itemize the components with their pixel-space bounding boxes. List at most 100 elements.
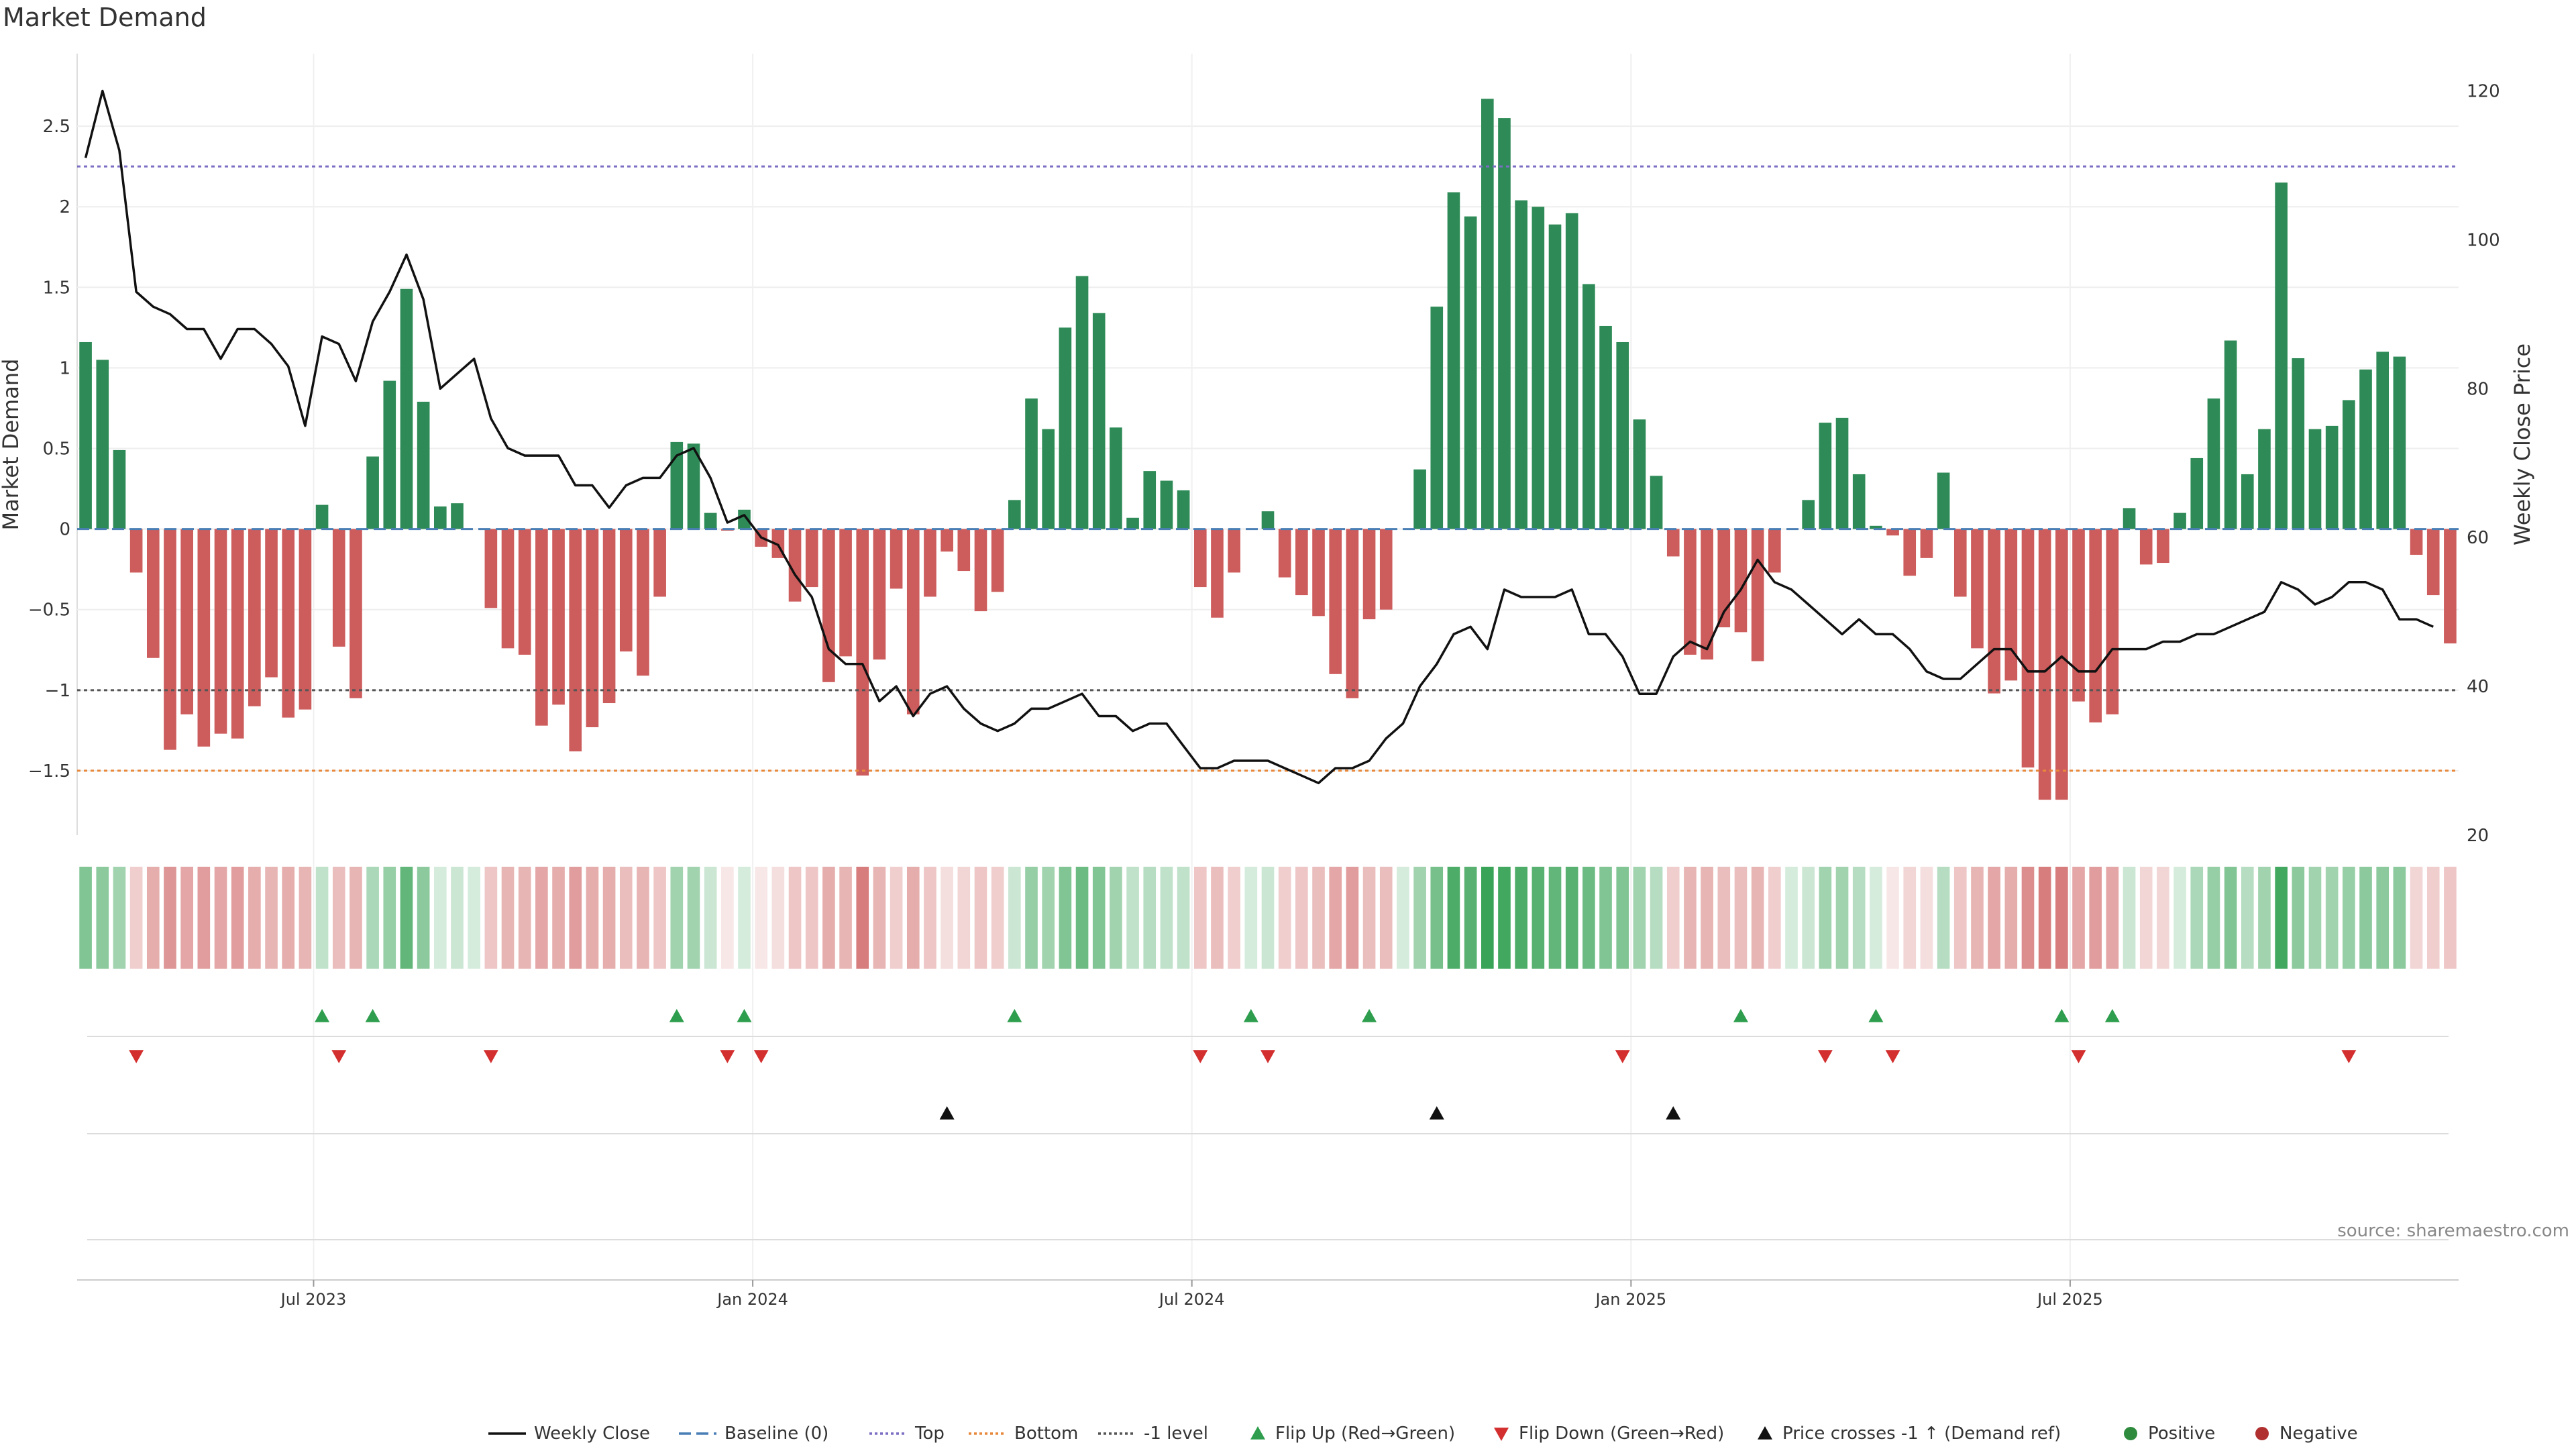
demand-bar bbox=[873, 529, 886, 660]
demand-bar bbox=[1143, 471, 1157, 529]
demand-bar bbox=[1362, 529, 1376, 620]
demand-bar bbox=[1988, 529, 2000, 694]
legend-swatch bbox=[1758, 1426, 1772, 1440]
flip-down-marker bbox=[1193, 1050, 1208, 1063]
demand-bar bbox=[248, 529, 261, 706]
legend-label: Bottom bbox=[1014, 1424, 1078, 1444]
heat-strip-cell bbox=[164, 867, 176, 969]
heat-strip-cell bbox=[1802, 867, 1815, 969]
heat-strip-cell bbox=[771, 867, 785, 969]
demand-bar bbox=[383, 380, 396, 529]
heat-strip-cell bbox=[1481, 867, 1494, 969]
heat-strip-cell bbox=[129, 867, 143, 969]
demand-bar bbox=[2072, 529, 2085, 702]
heat-strip-cell bbox=[1160, 867, 1173, 969]
legend-label: -1 level bbox=[1144, 1424, 1208, 1444]
y-tick-label-left: 0 bbox=[59, 520, 70, 540]
heat-strip-cell bbox=[552, 867, 565, 969]
demand-bar bbox=[890, 529, 903, 589]
demand-bar bbox=[941, 529, 953, 552]
flip-down-marker bbox=[1817, 1050, 1833, 1063]
demand-bar bbox=[1666, 529, 1680, 557]
heat-strip-cell bbox=[518, 867, 531, 969]
heat-strip-cell bbox=[957, 867, 971, 969]
heat-strip-cell bbox=[1920, 867, 1933, 969]
demand-bar bbox=[1464, 216, 1477, 529]
demand-bar bbox=[417, 401, 430, 529]
demand-bar bbox=[231, 529, 244, 739]
demand-bar bbox=[1819, 423, 1832, 529]
demand-bar bbox=[1903, 529, 1917, 576]
demand-bar bbox=[704, 513, 717, 529]
heat-strip-cell bbox=[839, 867, 852, 969]
demand-bar bbox=[2325, 425, 2339, 529]
demand-bar bbox=[1193, 529, 1207, 588]
legend-label: Top bbox=[914, 1424, 945, 1444]
demand-bar bbox=[1126, 517, 1139, 529]
flip-up-marker bbox=[365, 1009, 380, 1022]
demand-bar bbox=[1059, 327, 1072, 529]
demand-bar bbox=[1092, 313, 1106, 529]
demand-bar bbox=[113, 449, 126, 529]
demand-bar bbox=[687, 443, 700, 529]
demand-bar bbox=[822, 529, 835, 682]
heat-strip-cell bbox=[299, 867, 312, 969]
heat-strip-cell bbox=[1110, 867, 1122, 969]
heat-strip-cell bbox=[1143, 867, 1157, 969]
heat-strip-cell bbox=[1193, 867, 1207, 969]
heat-strip-cell bbox=[1312, 867, 1325, 969]
demand-bar bbox=[1616, 341, 1629, 529]
demand-bar bbox=[1025, 398, 1038, 529]
y-tick-label-right: 100 bbox=[2467, 230, 2500, 250]
demand-bar bbox=[518, 529, 531, 655]
demand-bar bbox=[1633, 419, 1646, 529]
demand-bar bbox=[2308, 429, 2322, 529]
heat-strip-cell bbox=[1582, 867, 1595, 969]
demand-bar bbox=[1515, 200, 1527, 529]
demand-bar bbox=[2139, 529, 2153, 565]
flip-down-marker bbox=[2341, 1050, 2357, 1063]
flip-down-marker bbox=[720, 1050, 735, 1063]
heat-strip-cell bbox=[1971, 867, 1984, 969]
demand-bar bbox=[1211, 529, 1224, 618]
demand-bar bbox=[2241, 474, 2254, 529]
heat-strip-cell bbox=[1768, 867, 1781, 969]
heat-strip-cell bbox=[2224, 867, 2237, 969]
y-tick-label-left: 1 bbox=[59, 358, 70, 378]
demand-bar bbox=[1498, 118, 1511, 529]
heat-strip-cell bbox=[1397, 867, 1409, 969]
demand-bar bbox=[2004, 529, 2018, 681]
price-cross-marker bbox=[939, 1106, 955, 1120]
demand-bar bbox=[146, 529, 160, 658]
demand-bar bbox=[1650, 476, 1663, 529]
heat-strip-cell bbox=[856, 867, 869, 969]
demand-bar bbox=[315, 504, 329, 529]
flip-up-marker bbox=[1868, 1009, 1884, 1022]
heat-strip-cell bbox=[924, 867, 936, 969]
heat-strip-cell bbox=[637, 867, 649, 969]
demand-bar bbox=[788, 529, 802, 602]
heat-strip-cell bbox=[890, 867, 903, 969]
heat-strip-cell bbox=[2174, 867, 2186, 969]
legend-swatch bbox=[1494, 1428, 1509, 1441]
demand-bar bbox=[2190, 458, 2204, 529]
demand-bar bbox=[1261, 511, 1275, 529]
demand-bar bbox=[350, 529, 362, 698]
heat-strip-cell bbox=[2376, 867, 2390, 969]
heat-strip-cell bbox=[1126, 867, 1139, 969]
heat-strip-cell bbox=[180, 867, 193, 969]
flip-up-marker bbox=[2104, 1009, 2120, 1022]
demand-bar bbox=[164, 529, 176, 750]
legend-swatch bbox=[2124, 1427, 2137, 1440]
demand-bar bbox=[957, 529, 971, 572]
heat-strip-cell bbox=[1852, 867, 1866, 969]
demand-bar bbox=[1329, 529, 1342, 674]
y-tick-label-right: 80 bbox=[2467, 379, 2489, 399]
demand-bar bbox=[1177, 490, 1190, 529]
demand-bar bbox=[484, 529, 498, 608]
demand-bar bbox=[2055, 529, 2068, 800]
heat-strip-cell bbox=[146, 867, 160, 969]
demand-bar bbox=[1971, 529, 1984, 649]
price-cross-marker bbox=[1666, 1106, 1681, 1120]
heat-strip-cell bbox=[2157, 867, 2169, 969]
